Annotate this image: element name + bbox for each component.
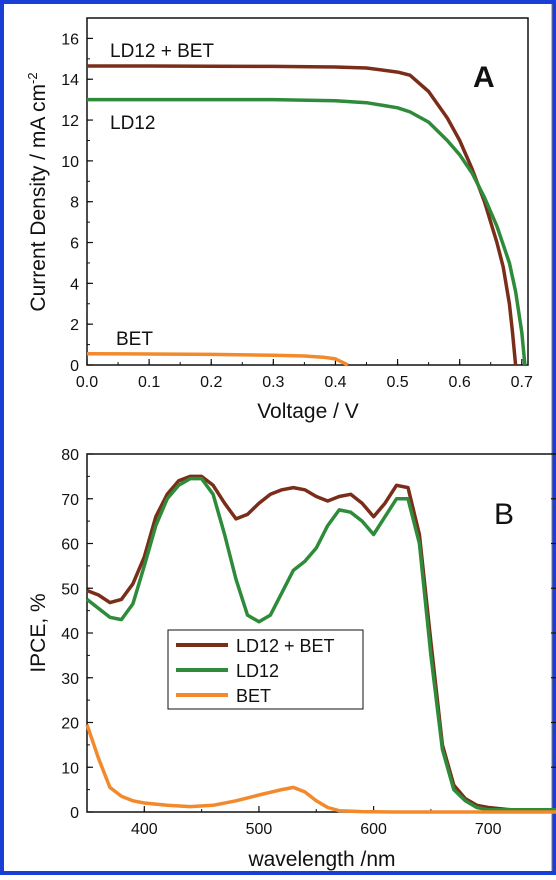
x-tick-label: 0.5: [386, 374, 408, 391]
y-tick-label: 0: [70, 358, 79, 375]
panel-b-x-axis-label: wavelength /nm: [247, 848, 395, 871]
x-tick-label: 0.2: [200, 374, 222, 391]
y-tick-label: 20: [61, 716, 79, 733]
y-tick-label: 40: [61, 626, 79, 643]
x-tick-label: 0.0: [76, 374, 98, 391]
x-tick-label: 500: [246, 821, 273, 838]
y-tick-label: 70: [61, 492, 79, 509]
series-line-ld12: [85, 476, 556, 812]
y-tick-label: 2: [70, 317, 79, 334]
x-tick-label: 0.6: [449, 374, 471, 391]
panel-a-annotation-ld12-bet: LD12 + BET: [110, 41, 214, 62]
panel-b-series: [85, 474, 556, 814]
series-line-bet: [85, 724, 556, 814]
series-line-ld12: [87, 97, 527, 366]
y-tick-label: 6: [70, 236, 79, 253]
y-tick-label: 10: [61, 154, 79, 171]
series-line-bet: [86, 352, 349, 367]
panel-a-y-axis-label: Current Density / mA cm-2: [25, 72, 50, 311]
series-line-ld12-bet: [87, 64, 518, 366]
panel-b-y-axis-label: IPCE, %: [27, 593, 50, 672]
x-tick-label: 0.3: [262, 374, 284, 391]
x-tick-label: 700: [475, 821, 502, 838]
panel-a-x-axis-label: Voltage / V: [257, 400, 359, 423]
x-tick-label: 0.1: [138, 374, 160, 391]
x-tick-label: 0.7: [511, 374, 533, 391]
panel-b-ticks: 400 500 600 700 0 10 20 30 40 50 60 70 80: [61, 447, 556, 838]
legend-label-bet: BET: [236, 686, 271, 706]
legend-label-ld12: LD12: [236, 661, 279, 681]
legend-label-ld12-bet: LD12 + BET: [236, 636, 335, 656]
y-tick-label: 8: [70, 195, 79, 212]
y-tick-label: 12: [61, 113, 79, 130]
y-tick-label: 60: [61, 537, 79, 554]
y-tick-label: 4: [70, 276, 79, 293]
panel-a-label: A: [473, 61, 495, 94]
y-tick-label: 30: [61, 671, 79, 688]
panel-b-legend: LD12 + BET LD12 BET: [167, 629, 364, 710]
y-tick-label: 0: [70, 805, 79, 822]
panel-a-annotation-bet: BET: [116, 329, 153, 350]
panel-b-label: B: [494, 498, 514, 531]
panel-a-plot-frame: [86, 17, 529, 366]
y-tick-label: 50: [61, 581, 79, 598]
x-tick-label: 400: [131, 821, 158, 838]
x-tick-label: 0.4: [324, 374, 346, 391]
panel-b: 400 500 600 700 0 10 20 30 40 50 60 70 80 B waveleng…: [27, 447, 556, 871]
panel-a-series: [86, 64, 527, 367]
panel-a-ticks: 0.0 0.1 0.2 0.3 0.4 0.5 0.6 0.7 0 2 4 6 8 10 12 14 16: [61, 17, 533, 391]
y-tick-label: 80: [61, 447, 79, 464]
x-tick-label: 600: [360, 821, 387, 838]
y-tick-label: 10: [61, 760, 79, 777]
y-tick-label: 16: [61, 31, 79, 48]
panel-a-annotation-ld12: LD12: [110, 113, 155, 134]
y-tick-label: 14: [61, 72, 79, 89]
